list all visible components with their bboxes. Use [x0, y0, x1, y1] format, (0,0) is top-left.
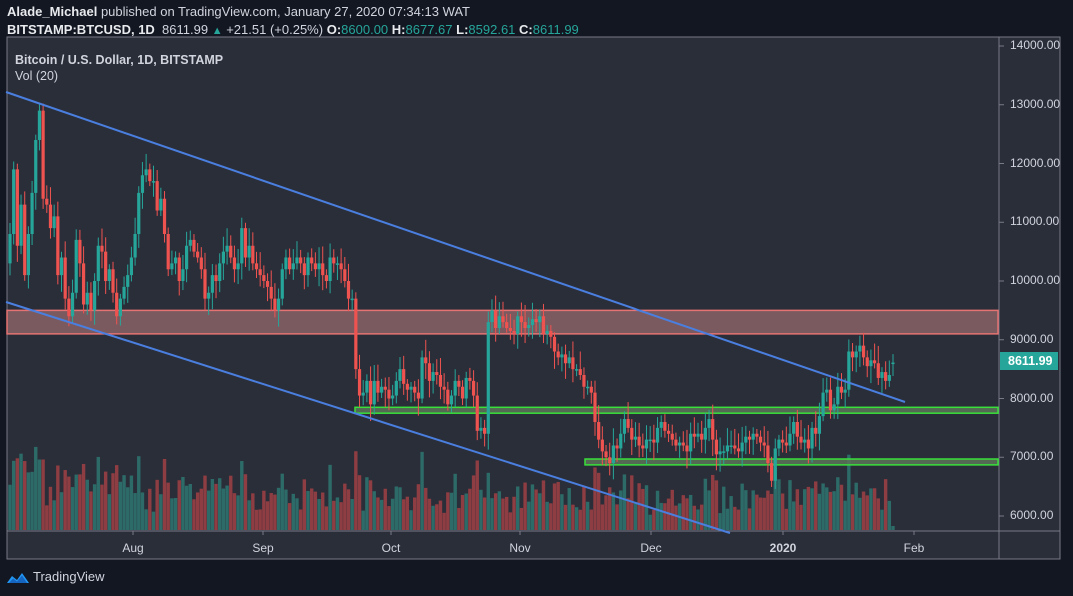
time-tick-label: Sep	[252, 541, 274, 555]
price-tick-label: 7000.00	[1010, 449, 1054, 464]
open-value: 8600.00	[341, 22, 389, 37]
up-arrow-icon: ▲	[211, 25, 223, 37]
price-tick-label: 9000.00	[1010, 331, 1054, 346]
time-tick-label: 2020	[769, 541, 797, 555]
price-tick-label: 11000.00	[1010, 214, 1060, 229]
time-tick-label: Dec	[640, 541, 662, 555]
tradingview-cloud-icon	[7, 572, 29, 583]
time-tick-label: Aug	[122, 541, 144, 555]
price-tick-label: 14000.00	[1010, 38, 1061, 52]
chart-legend: Bitcoin / U.S. Dollar, 1D, BITSTAMP Vol …	[15, 52, 223, 84]
legend-title[interactable]: Bitcoin / U.S. Dollar, 1D, BITSTAMP	[15, 53, 224, 67]
open-label: O:	[326, 22, 342, 37]
published-text: published on TradingView.com, January 27…	[100, 4, 470, 19]
time-tick-label: Nov	[509, 541, 531, 555]
time-tick-label: Oct	[381, 541, 401, 555]
close-value: 8611.99	[532, 22, 579, 37]
candlesticks	[8, 103, 895, 489]
support-lower-zone[interactable]	[584, 458, 999, 466]
high-value: 8677.67	[405, 22, 453, 37]
support-upper-zone[interactable]	[354, 406, 999, 414]
axis-ticks	[132, 45, 1004, 535]
price-tick-label: 13000.00	[1010, 96, 1061, 111]
price-tick-label: 12000.00	[1010, 155, 1061, 170]
brand-name: TradingView	[33, 569, 105, 584]
price-tick-label: 8000.00	[1010, 390, 1054, 405]
lower-trendline[interactable]	[5, 301, 731, 534]
change: +21.51 (+0.25%)	[226, 22, 324, 37]
last-price-tag: 8611.99	[1000, 352, 1058, 370]
author[interactable]: Alade_Michael	[7, 4, 98, 19]
last-price: 8611.99	[162, 22, 209, 37]
price-tick-label: 10000.00	[1010, 273, 1061, 287]
low-label: L:	[456, 22, 469, 37]
publish-header: Alade_Michael published on TradingView.c…	[7, 3, 579, 40]
legend-indicator[interactable]: Vol (20)	[15, 69, 59, 83]
trendlines[interactable]	[5, 91, 906, 534]
upper-trendline[interactable]	[5, 91, 906, 403]
close-label: C:	[519, 22, 533, 37]
low-value: 8592.61	[468, 22, 516, 37]
time-tick-label: Feb	[903, 541, 925, 555]
symbol: BITSTAMP:BTCUSD, 1D	[7, 22, 155, 37]
high-label: H:	[391, 22, 406, 37]
chart-pane	[6, 36, 1061, 560]
price-tick-label: 6000.00	[1010, 508, 1054, 522]
ohlc-line: BITSTAMP:BTCUSD, 1D 8611.99 ▲ +21.51 (+0…	[7, 21, 579, 40]
volume-bars	[8, 446, 895, 530]
tradingview-logo[interactable]: TradingView	[6, 569, 105, 584]
